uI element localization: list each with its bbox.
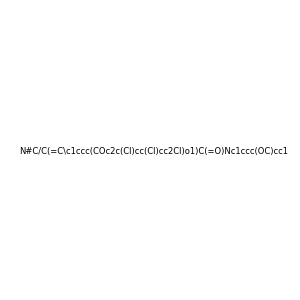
Text: N#C/C(=C\c1ccc(COc2c(Cl)cc(Cl)cc2Cl)o1)C(=O)Nc1ccc(OC)cc1: N#C/C(=C\c1ccc(COc2c(Cl)cc(Cl)cc2Cl)o1)C… [19, 147, 288, 156]
